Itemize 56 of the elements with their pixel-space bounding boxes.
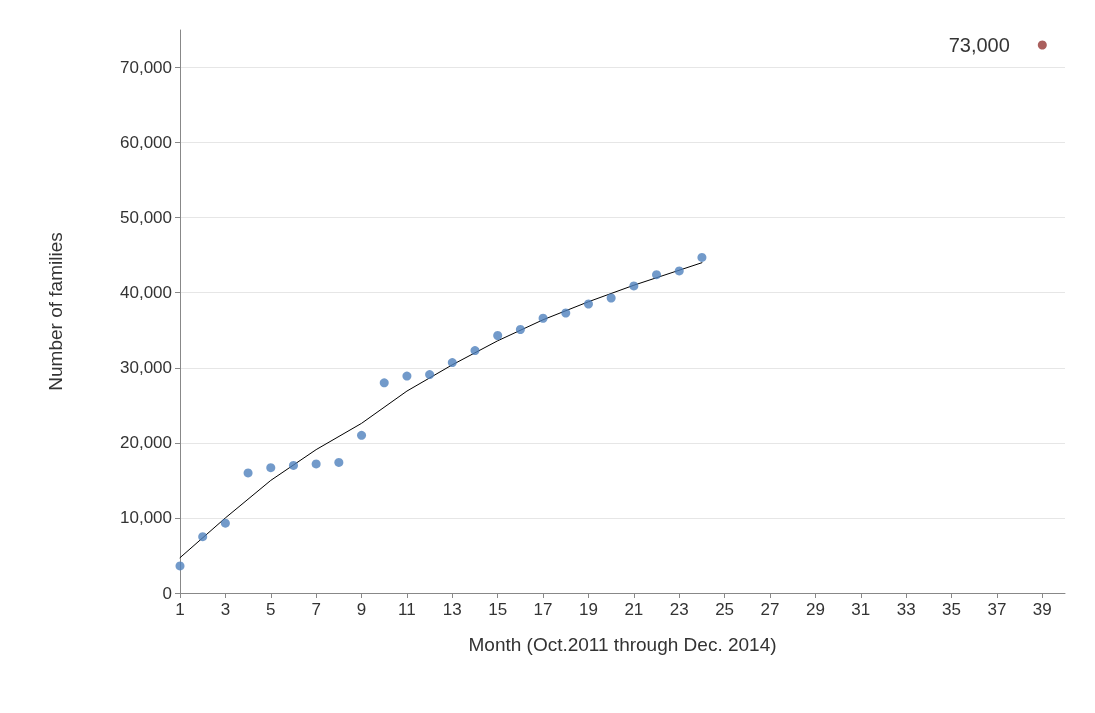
y-tick-label: 20,000 [120, 433, 172, 453]
x-tick-label: 13 [442, 600, 462, 619]
point [311, 459, 321, 469]
x-tick-label: 27 [760, 600, 780, 619]
data-label: 73,000 [948, 34, 1010, 57]
x-tick-label: 21 [624, 600, 644, 619]
y-tick-label: 30,000 [120, 358, 172, 378]
y-tick-label: 50,000 [120, 208, 172, 228]
x-tick-label: 11 [398, 600, 416, 619]
x-tick-label: 29 [805, 600, 825, 619]
point [175, 561, 185, 571]
x-tick-label: 33 [896, 600, 916, 619]
point [493, 331, 503, 341]
point [606, 293, 616, 303]
x-axis-title: Month (Oct.2011 through Dec. 2014) [468, 634, 777, 655]
point [402, 371, 412, 381]
x-tick-label: 19 [579, 600, 598, 619]
point [697, 252, 707, 262]
y-tick-label: 40,000 [120, 283, 172, 303]
x-tick-label: 15 [488, 600, 508, 619]
x-tick-label: 9 [356, 600, 367, 619]
point [288, 460, 298, 470]
point [379, 378, 389, 388]
point [538, 313, 548, 323]
point [561, 308, 571, 318]
point [470, 346, 480, 356]
point [198, 532, 208, 542]
x-tick-label: 23 [669, 600, 689, 619]
point [515, 325, 525, 335]
point [425, 370, 435, 380]
point [334, 457, 344, 467]
y-tick-label: 10,000 [120, 508, 172, 528]
y-axis-title: Number of families [45, 232, 66, 391]
x-tick-label: 5 [266, 600, 276, 619]
x-tick-label: 39 [1032, 600, 1052, 619]
point [674, 266, 684, 276]
x-tick-label: 7 [311, 600, 321, 619]
point [243, 468, 253, 478]
x-tick-label: 17 [533, 600, 553, 619]
x-tick-label: 37 [987, 600, 1007, 619]
x-tick-label: 3 [220, 600, 231, 619]
x-tick-label: 31 [851, 600, 871, 619]
y-tick-label: 60,000 [120, 133, 172, 153]
point [266, 463, 276, 473]
x-tick-label: 25 [715, 600, 735, 619]
point [1037, 40, 1047, 50]
point [447, 358, 457, 368]
y-tick-label: 70,000 [120, 58, 172, 78]
y-tick-label: 0 [162, 583, 172, 603]
point [220, 518, 230, 528]
point [652, 270, 662, 280]
x-tick-label: 1 [175, 600, 185, 619]
point [357, 430, 367, 440]
point [583, 299, 593, 309]
point [629, 281, 639, 291]
x-tick-label: 35 [942, 600, 961, 619]
